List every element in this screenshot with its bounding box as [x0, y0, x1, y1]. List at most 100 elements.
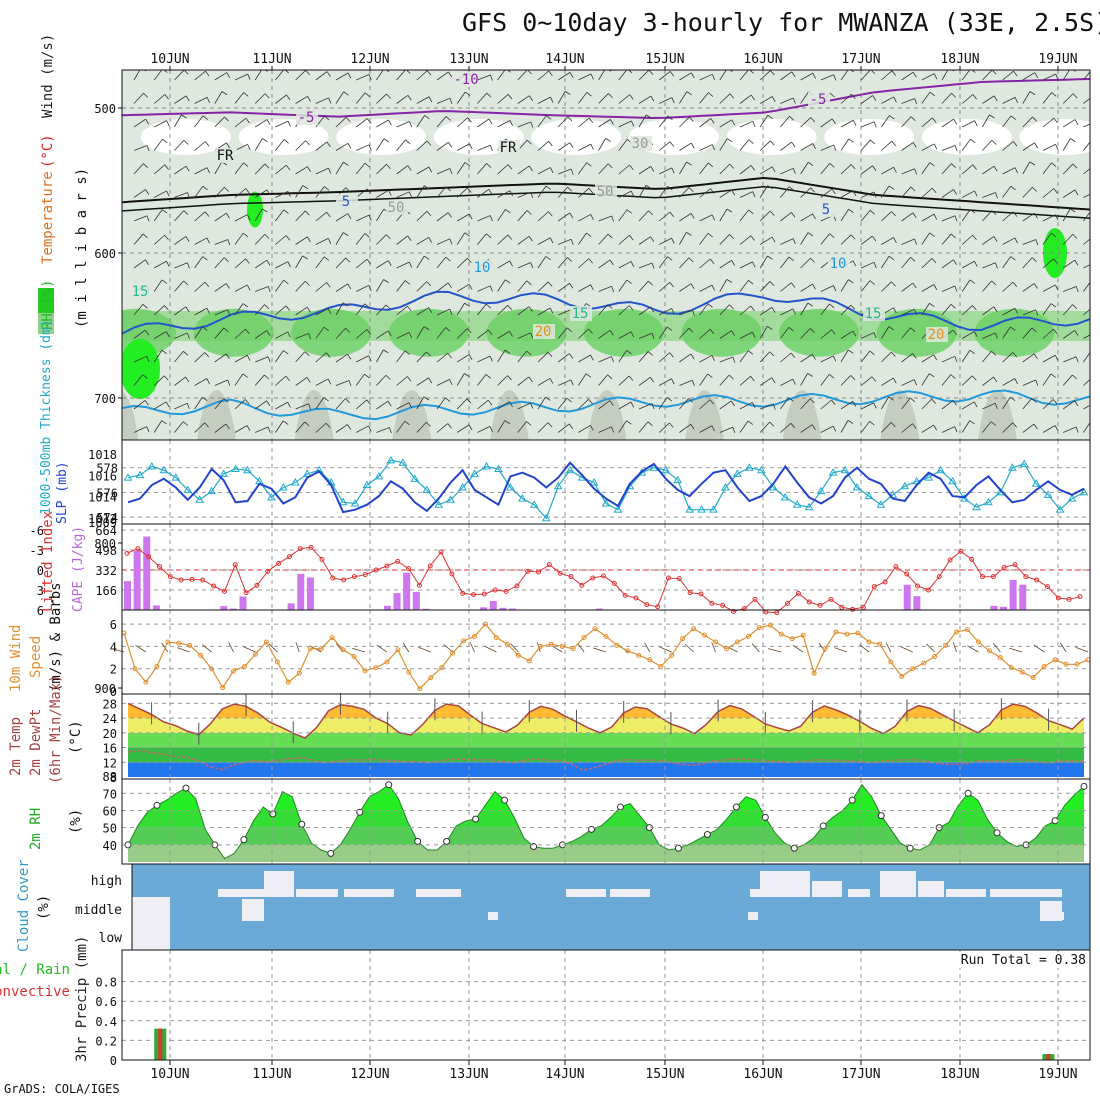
wind-barb — [792, 644, 804, 653]
wind-barb — [1096, 402, 1099, 407]
wind-barb — [343, 91, 349, 96]
wind-barb — [526, 139, 532, 145]
wind-barb — [1072, 93, 1078, 99]
wind-barb — [840, 375, 852, 386]
wind-barb — [577, 642, 585, 653]
wind-barb — [1096, 191, 1098, 196]
wind-barb — [791, 141, 796, 148]
wind-barb — [1055, 73, 1059, 80]
wind-barb — [1063, 426, 1077, 433]
wind-barb — [509, 190, 513, 197]
isotherm-line — [615, 439, 672, 440]
wind-barb — [305, 140, 310, 146]
wind-speed-point — [669, 652, 675, 658]
y-tick-label: 28 — [103, 697, 117, 711]
contour-label: 50 — [388, 200, 405, 216]
wind-barb — [1022, 72, 1035, 81]
wind-barb — [728, 374, 734, 380]
wind-barb — [194, 281, 206, 292]
y-axis-label: (6hr Min/Max) — [48, 674, 64, 784]
wind-barb — [225, 283, 230, 289]
wind-barb — [831, 118, 836, 124]
contour-label: 15 — [572, 306, 589, 322]
wind-speed-point — [406, 669, 412, 675]
wind-barb — [609, 330, 614, 336]
wind-barb — [528, 306, 533, 312]
series-point — [1031, 479, 1041, 487]
wind-barb — [456, 424, 470, 433]
wind-barb — [820, 163, 831, 175]
wind-barb — [578, 232, 587, 245]
wind-barb — [769, 421, 775, 427]
wind-barb — [991, 350, 997, 356]
cloud-block — [748, 912, 758, 920]
wind-barb — [831, 399, 836, 405]
wind-barb — [436, 327, 446, 339]
wind-barb — [810, 187, 816, 193]
wind-barb — [315, 238, 329, 245]
li-point — [817, 602, 823, 608]
wind-barb — [699, 399, 711, 410]
wind-barb — [810, 328, 815, 334]
wind-barb — [174, 139, 185, 151]
series-point — [804, 502, 814, 511]
wind-barb — [396, 191, 410, 198]
wind-barb — [1054, 425, 1059, 431]
cape-bar — [422, 608, 430, 610]
wind-barb — [245, 258, 250, 264]
wind-barb — [153, 70, 163, 81]
wind-barb — [893, 307, 897, 314]
wind-barb — [921, 354, 935, 363]
wind-barb — [226, 72, 231, 78]
wind-barb — [287, 261, 291, 268]
wind-barb — [891, 351, 896, 357]
li-point — [687, 590, 693, 596]
wind-barb — [711, 425, 715, 432]
wind-barb — [174, 402, 188, 410]
wind-barb — [204, 281, 210, 287]
wind-barb — [739, 120, 753, 128]
wind-barb — [840, 420, 849, 433]
wind-barb — [537, 141, 549, 151]
series-point — [589, 478, 599, 486]
wind-barb — [1070, 138, 1076, 143]
rh-point — [501, 796, 509, 804]
wind-barb — [283, 209, 289, 214]
wind-barb — [659, 378, 672, 386]
wind-barb — [142, 303, 148, 309]
wind-barb — [1042, 188, 1054, 198]
wind-barb — [961, 305, 973, 316]
wind-barb — [578, 284, 591, 292]
wind-barb — [710, 258, 715, 264]
series-point — [924, 473, 934, 481]
wind-barb — [1069, 208, 1076, 213]
y-tick-label: 574 — [96, 511, 118, 525]
wind-barb — [709, 399, 715, 405]
wind-barb — [164, 234, 169, 240]
wind-barb — [497, 234, 509, 245]
wind-barb — [275, 331, 288, 339]
contour-label: 30 — [632, 136, 649, 152]
wind-barb — [820, 74, 834, 81]
wind-barb — [921, 187, 933, 198]
wind-barb — [416, 421, 427, 433]
wind-barb — [408, 402, 413, 409]
wind-barb — [530, 332, 534, 339]
wind-barb — [214, 239, 229, 245]
contour-label: FR — [500, 140, 517, 156]
wind-barb — [629, 235, 634, 241]
wind-barb — [267, 356, 271, 363]
wind-barb — [409, 191, 413, 198]
wind-barb — [526, 421, 532, 426]
wind-barb — [396, 350, 406, 363]
wind-barb — [254, 233, 266, 245]
wind-barb — [275, 279, 284, 292]
wind-barb — [598, 119, 611, 128]
wind-barb — [1022, 257, 1033, 269]
wind-barb — [780, 423, 792, 433]
wind-barb — [205, 70, 210, 77]
li-point — [330, 575, 336, 581]
wind-barb — [914, 238, 918, 245]
wind-barb — [1012, 422, 1018, 428]
wind-barb — [165, 331, 170, 337]
